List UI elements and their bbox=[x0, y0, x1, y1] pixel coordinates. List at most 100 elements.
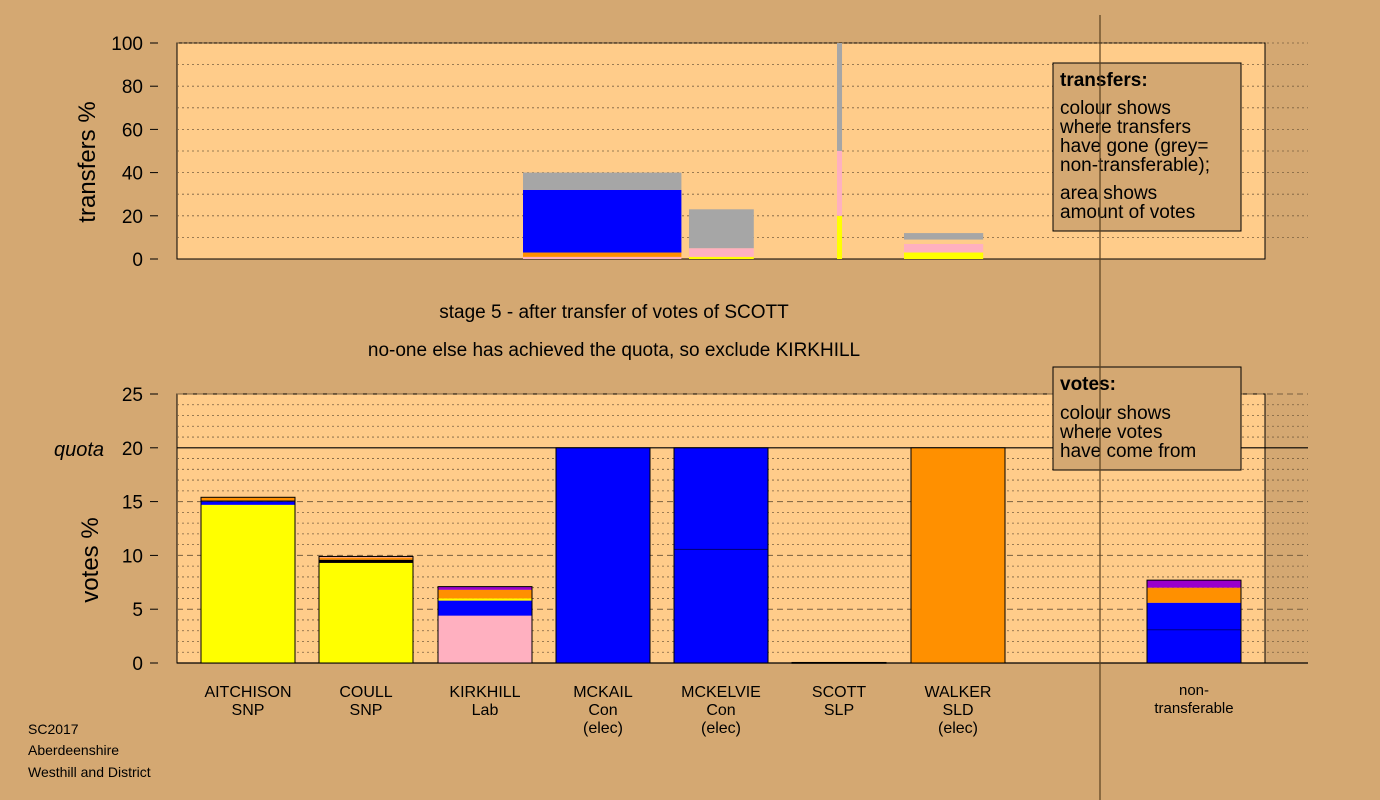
transfers-legend-line: colour shows bbox=[1060, 98, 1171, 119]
transfers-y-tick-label: 20 bbox=[122, 207, 143, 228]
transfer-segment bbox=[904, 233, 984, 240]
votes-legend-line: where votes bbox=[1059, 422, 1162, 443]
votes-y-tick-label: 20 bbox=[122, 439, 143, 460]
vote-bar-outline bbox=[555, 447, 651, 664]
transfers-legend-line: non-transferable); bbox=[1060, 155, 1210, 176]
candidate-label: Lab bbox=[472, 702, 499, 719]
transfer-segment bbox=[904, 239, 984, 244]
vote-segment bbox=[674, 548, 768, 663]
votes-legend-line: colour shows bbox=[1060, 403, 1171, 424]
votes-y-tick-label: 0 bbox=[132, 654, 143, 675]
candidate-label: SNP bbox=[350, 702, 383, 719]
candidate-label: (elec) bbox=[938, 720, 978, 737]
footer-council: Aberdeenshire bbox=[28, 742, 119, 758]
votes-legend: votes: colour shows where votes have com… bbox=[1052, 366, 1242, 471]
transfers-y-axis-label: transfers % bbox=[74, 101, 101, 222]
vote-segment bbox=[319, 557, 413, 560]
vote-segment bbox=[438, 615, 532, 663]
candidate-label: Con bbox=[588, 702, 617, 719]
vote-bar-outline bbox=[200, 496, 296, 664]
candidate-label: KIRKHILL bbox=[449, 684, 520, 701]
votes-legend-title: votes: bbox=[1060, 374, 1116, 395]
vote-segment bbox=[438, 600, 532, 616]
vote-bar-outline bbox=[673, 447, 769, 664]
transfer-segment bbox=[904, 252, 984, 259]
vote-segment bbox=[1147, 580, 1241, 588]
transfers-y-axis: 0 20 40 60 80 100 bbox=[111, 34, 158, 271]
transfer-segment bbox=[523, 189, 682, 253]
votes-legend-line: have come from bbox=[1060, 441, 1196, 462]
transfers-y-tick-label: 0 bbox=[132, 250, 143, 271]
votes-y-axis-label: votes % bbox=[77, 517, 104, 602]
vote-segment bbox=[201, 500, 295, 502]
candidate-label: COULL bbox=[339, 684, 392, 701]
vote-segment bbox=[1147, 587, 1241, 603]
candidate-label: SLD bbox=[942, 702, 973, 719]
quota-label: quota bbox=[54, 439, 104, 461]
exclusion-caption: no-one else has achieved the quota, so e… bbox=[368, 340, 860, 361]
vote-segment bbox=[438, 586, 532, 590]
vote-segment bbox=[911, 447, 1005, 663]
vote-bar-outline bbox=[910, 447, 1006, 664]
vote-segment bbox=[674, 447, 768, 549]
transfers-legend-title: transfers: bbox=[1060, 70, 1148, 91]
votes-y-tick-label: 25 bbox=[122, 385, 143, 406]
vote-segment bbox=[438, 589, 532, 599]
candidate-label: WALKER bbox=[925, 684, 992, 701]
vote-segment bbox=[1147, 602, 1241, 630]
vote-segment bbox=[319, 559, 413, 563]
footer-ward: Westhill and District bbox=[28, 764, 151, 780]
vote-bar-outline bbox=[1146, 579, 1242, 664]
transfers-y-tick-label: 80 bbox=[122, 77, 143, 98]
vote-bar-outline bbox=[318, 555, 414, 664]
candidate-label: non- bbox=[1179, 682, 1209, 699]
vote-segment bbox=[319, 556, 413, 558]
votes-bars bbox=[200, 447, 1242, 664]
transfer-segment bbox=[523, 172, 682, 190]
transfer-segment bbox=[837, 215, 843, 259]
transfer-segment bbox=[689, 256, 754, 259]
footer-election: SC2017 bbox=[28, 721, 79, 737]
transfers-y-tick-label: 40 bbox=[122, 164, 143, 185]
transfers-legend-line: where transfers bbox=[1059, 117, 1191, 138]
stage-caption: stage 5 - after transfer of votes of SCO… bbox=[439, 302, 789, 323]
votes-y-axis: 0 5 10 15 20 25 bbox=[122, 385, 158, 675]
votes-y-tick-label: 10 bbox=[122, 546, 143, 567]
vote-segment bbox=[1147, 629, 1241, 663]
candidate-label: MCKAIL bbox=[573, 684, 633, 701]
candidate-label: (elec) bbox=[701, 720, 741, 737]
transfer-segment bbox=[837, 43, 843, 151]
transfers-panel: 0 20 40 60 80 100 transfers % transfers: colo… bbox=[74, 34, 1308, 271]
vote-segment bbox=[319, 562, 413, 663]
vote-segment bbox=[201, 497, 295, 501]
candidate-label: SCOTT bbox=[812, 684, 866, 701]
candidate-label: transferable bbox=[1154, 700, 1233, 717]
candidate-label: Con bbox=[706, 702, 735, 719]
transfer-segment bbox=[904, 243, 984, 253]
transfer-segment bbox=[837, 151, 843, 216]
vote-segment bbox=[556, 447, 650, 663]
candidate-label: AITCHISON bbox=[204, 684, 291, 701]
candidate-label: MCKELVIE bbox=[681, 684, 761, 701]
vote-segment bbox=[201, 501, 295, 505]
transfers-legend-line: have gone (grey= bbox=[1060, 136, 1208, 157]
votes-y-tick-label: 15 bbox=[122, 493, 143, 514]
vote-bar-outline bbox=[437, 586, 533, 664]
transfers-legend: transfers: colour shows where transfers … bbox=[1052, 62, 1242, 232]
transfers-y-tick-label: 60 bbox=[122, 120, 143, 141]
transfers-legend-line: amount of votes bbox=[1060, 202, 1195, 223]
transfers-legend-line: area shows bbox=[1060, 183, 1157, 204]
transfers-bars bbox=[523, 43, 984, 259]
vote-segment bbox=[201, 504, 295, 663]
transfers-y-tick-label: 100 bbox=[111, 34, 143, 55]
vote-segment bbox=[438, 598, 532, 601]
votes-y-tick-label: 5 bbox=[132, 600, 143, 621]
transfer-segment bbox=[523, 256, 682, 259]
candidate-label: (elec) bbox=[583, 720, 623, 737]
transfer-segment bbox=[689, 209, 754, 249]
votes-x-axis: AITCHISONSNPCOULLSNPKIRKHILLLabMCKAILCon… bbox=[204, 682, 1233, 737]
transfer-segment bbox=[689, 248, 754, 257]
candidate-label: SLP bbox=[824, 702, 854, 719]
transfer-segment bbox=[523, 252, 682, 257]
